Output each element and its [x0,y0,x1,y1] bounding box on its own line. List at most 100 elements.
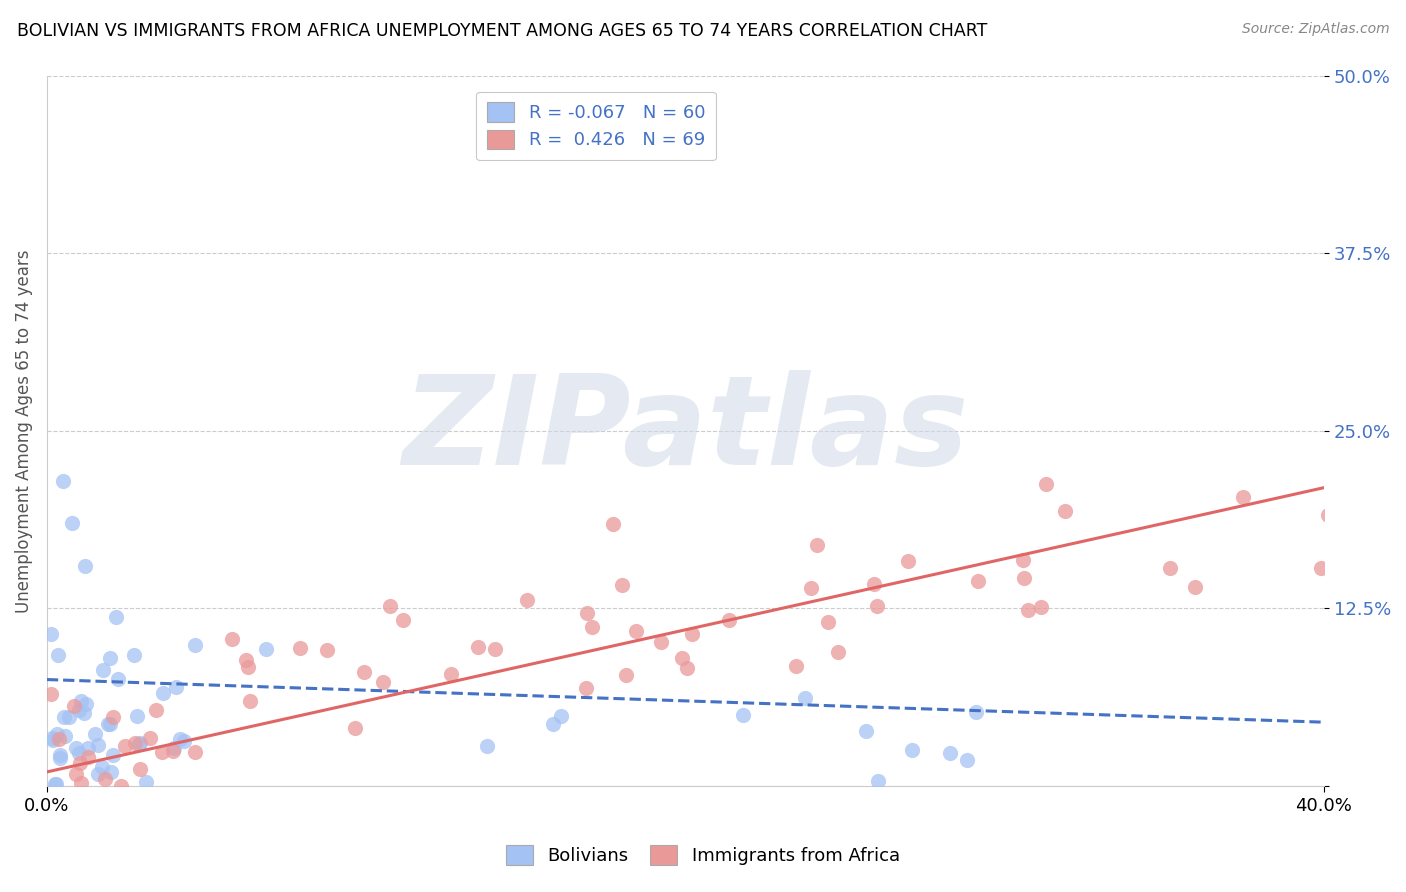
Point [254,642,277,657]
Point [855,724,877,739]
Point [87,766,110,780]
Point [371,675,394,690]
Point [169,731,191,746]
Point [1031,599,1053,614]
Point [221,632,243,646]
Point [575,607,598,621]
Point [353,665,375,679]
Point [956,753,979,767]
Point [614,668,637,682]
Point [1376,69,1399,83]
Point [100,764,122,779]
Point [574,681,596,695]
Point [152,686,174,700]
Point [129,736,152,750]
Point [52,474,75,488]
Point [862,577,884,591]
Point [53,729,76,743]
Point [41,731,63,746]
Point [69,694,91,708]
Point [550,709,572,723]
Point [184,638,207,652]
Point [682,627,704,641]
Point [173,734,195,748]
Point [91,663,114,677]
Point [67,703,90,717]
Point [1159,561,1181,575]
Y-axis label: Unemployment Among Ages 65 to 74 years: Unemployment Among Ages 65 to 74 years [15,249,32,613]
Point [731,708,754,723]
Point [939,746,962,760]
Point [671,650,693,665]
Point [128,762,150,776]
Point [67,747,90,761]
Point [101,710,124,724]
Point [1184,580,1206,594]
Point [162,744,184,758]
Point [138,731,160,745]
Point [45,727,67,741]
Point [42,732,65,747]
Point [58,710,80,724]
Point [65,741,87,756]
Point [1012,571,1035,585]
Point [235,653,257,667]
Point [718,613,741,627]
Point [124,736,146,750]
Point [39,687,62,701]
Point [48,732,70,747]
Point [98,650,121,665]
Point [104,610,127,624]
Point [236,660,259,674]
Point [150,745,173,759]
Point [128,737,150,751]
Point [76,741,98,756]
Legend: R = -0.067   N = 60, R =  0.426   N = 69: R = -0.067 N = 60, R = 0.426 N = 69 [477,92,716,161]
Point [290,641,312,656]
Point [93,772,115,787]
Point [1368,527,1391,541]
Point [344,721,367,735]
Point [1011,553,1033,567]
Point [1017,602,1039,616]
Point [315,642,337,657]
Point [107,672,129,686]
Point [184,745,207,759]
Point [97,717,120,731]
Point [516,593,538,607]
Point [793,691,815,706]
Point [49,751,72,765]
Point [827,645,849,659]
Point [70,776,93,790]
Point [392,614,415,628]
Point [75,698,97,712]
Point [44,776,66,790]
Text: Source: ZipAtlas.com: Source: ZipAtlas.com [1241,22,1389,37]
Point [1360,502,1382,516]
Point [135,774,157,789]
Point [127,709,149,723]
Point [91,760,114,774]
Point [52,710,75,724]
Point [475,739,498,753]
Point [484,641,506,656]
Point [1309,560,1331,574]
Point [624,624,647,638]
Point [44,777,66,791]
Point [65,767,87,781]
Point [46,648,69,662]
Point [967,574,990,588]
Point [49,747,72,762]
Point [62,516,84,531]
Point [440,666,463,681]
Point [1053,504,1076,518]
Point [817,615,839,630]
Point [69,756,91,770]
Point [675,661,697,675]
Point [650,635,672,649]
Point [378,599,401,614]
Point [965,705,987,719]
Point [122,648,145,662]
Point [145,703,167,717]
Point [83,727,105,741]
